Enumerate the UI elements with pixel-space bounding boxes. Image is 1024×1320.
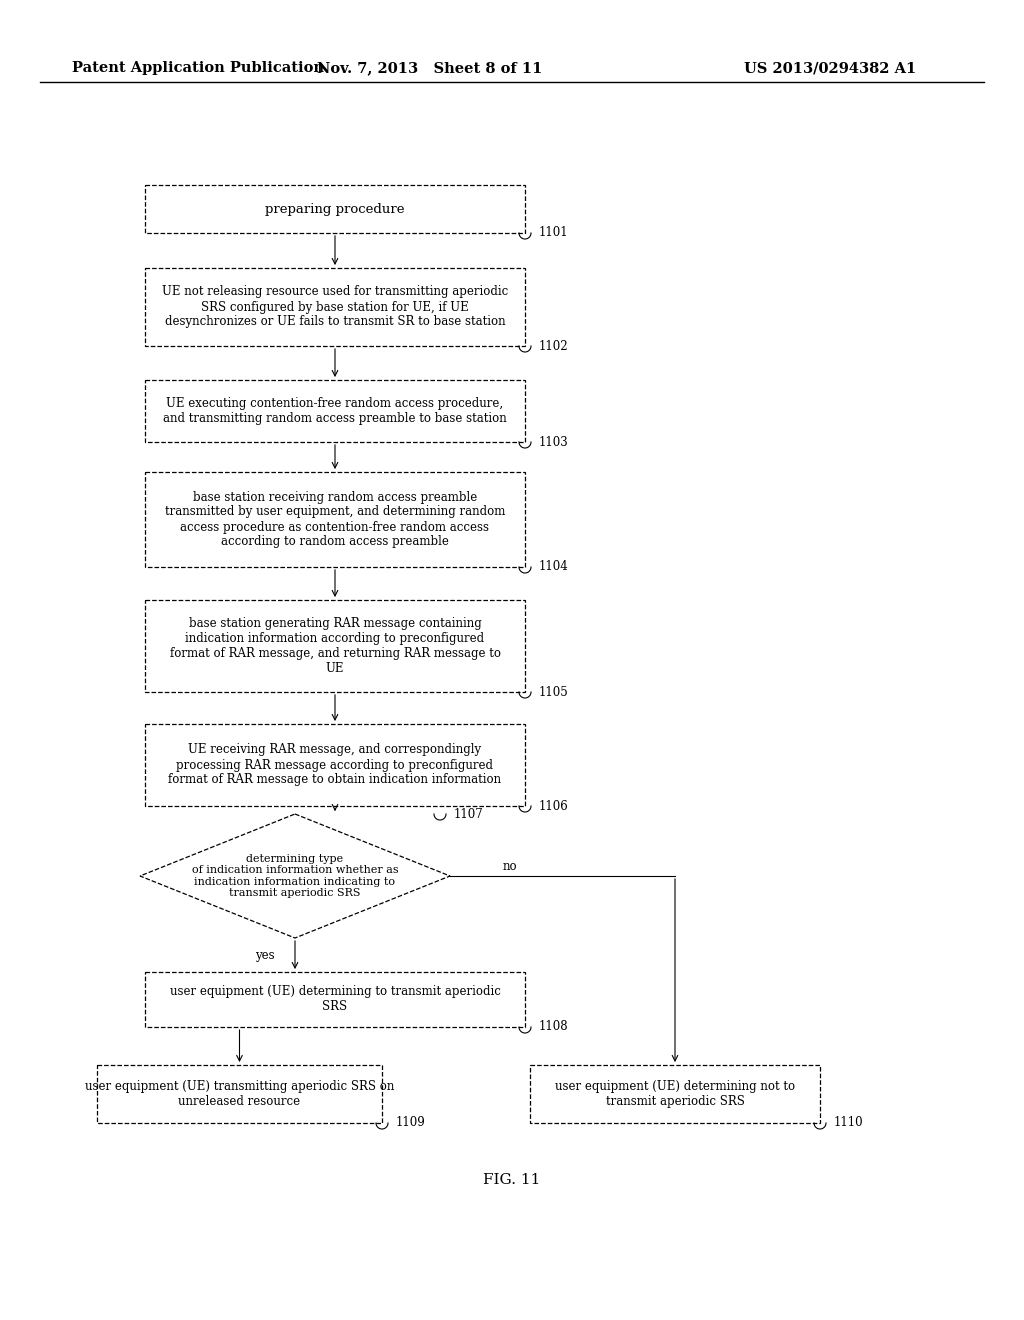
Text: user equipment (UE) determining to transmit aperiodic
SRS: user equipment (UE) determining to trans… xyxy=(170,986,501,1014)
Text: UE executing contention-free random access procedure,
and transmitting random ac: UE executing contention-free random acce… xyxy=(163,397,507,425)
Text: 1108: 1108 xyxy=(539,1020,568,1034)
FancyBboxPatch shape xyxy=(145,268,525,346)
Text: 1103: 1103 xyxy=(539,436,568,449)
FancyBboxPatch shape xyxy=(97,1065,382,1123)
Text: 1102: 1102 xyxy=(539,339,568,352)
Text: yes: yes xyxy=(255,949,274,962)
Text: 1107: 1107 xyxy=(454,808,483,821)
Text: Patent Application Publication: Patent Application Publication xyxy=(72,61,324,75)
Text: 1109: 1109 xyxy=(396,1117,426,1130)
FancyBboxPatch shape xyxy=(530,1065,820,1123)
Text: 1106: 1106 xyxy=(539,800,568,813)
Text: base station generating RAR message containing
indication information according : base station generating RAR message cont… xyxy=(170,616,501,675)
Text: determining type
of indication information whether as
indication information ind: determining type of indication informati… xyxy=(191,854,398,899)
Text: no: no xyxy=(503,859,517,873)
Text: base station receiving random access preamble
transmitted by user equipment, and: base station receiving random access pre… xyxy=(165,491,505,549)
Text: UE not releasing resource used for transmitting aperiodic
SRS configured by base: UE not releasing resource used for trans… xyxy=(162,285,508,329)
Text: user equipment (UE) transmitting aperiodic SRS on
unreleased resource: user equipment (UE) transmitting aperiod… xyxy=(85,1080,394,1107)
FancyBboxPatch shape xyxy=(145,185,525,234)
FancyBboxPatch shape xyxy=(145,972,525,1027)
FancyBboxPatch shape xyxy=(145,601,525,692)
Text: user equipment (UE) determining not to
transmit aperiodic SRS: user equipment (UE) determining not to t… xyxy=(555,1080,795,1107)
Polygon shape xyxy=(140,814,450,939)
FancyBboxPatch shape xyxy=(145,380,525,442)
Text: UE receiving RAR message, and correspondingly
processing RAR message according t: UE receiving RAR message, and correspond… xyxy=(168,743,502,787)
FancyBboxPatch shape xyxy=(145,723,525,807)
Text: 1110: 1110 xyxy=(834,1117,863,1130)
Text: 1104: 1104 xyxy=(539,561,568,573)
FancyBboxPatch shape xyxy=(145,473,525,568)
Text: preparing procedure: preparing procedure xyxy=(265,202,404,215)
Text: 1105: 1105 xyxy=(539,685,568,698)
Text: US 2013/0294382 A1: US 2013/0294382 A1 xyxy=(743,61,916,75)
Text: Nov. 7, 2013   Sheet 8 of 11: Nov. 7, 2013 Sheet 8 of 11 xyxy=(317,61,543,75)
Text: FIG. 11: FIG. 11 xyxy=(483,1173,541,1187)
Text: 1101: 1101 xyxy=(539,227,568,239)
